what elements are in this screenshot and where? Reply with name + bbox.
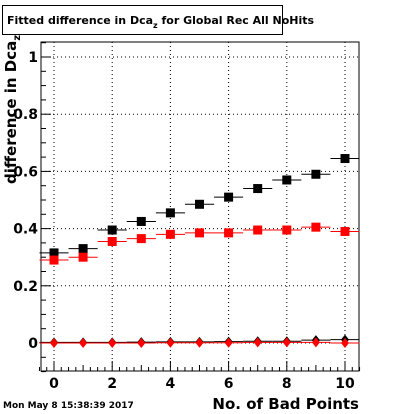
data-series — [39, 154, 360, 348]
data-point — [253, 337, 262, 348]
chart-title: Fitted difference in Dcaz for Global Rec… — [7, 14, 315, 30]
y-axis-label: difference in Dcaz — [2, 34, 23, 184]
x-tick-label: 10 — [335, 376, 355, 392]
x-tick-label: 8 — [282, 376, 292, 392]
data-point — [253, 225, 263, 235]
chart-title-main: Fitted difference in Dca — [7, 14, 154, 27]
x-tick-label: 6 — [224, 376, 234, 392]
data-point — [165, 208, 175, 218]
data-point — [166, 337, 175, 348]
data-point — [136, 216, 146, 226]
y-tick-label: 1 — [28, 50, 38, 66]
y-axis-label-subscript: z — [12, 34, 23, 41]
chart-title-subscript: z — [153, 21, 158, 30]
data-point — [137, 338, 146, 348]
data-point — [311, 222, 321, 232]
series-2 — [39, 222, 360, 265]
data-point — [50, 338, 58, 348]
y-tick-label: 0 — [28, 336, 38, 352]
data-point — [282, 225, 292, 235]
data-point — [224, 337, 233, 348]
data-point — [253, 184, 263, 194]
data-point — [79, 338, 88, 348]
data-point — [195, 228, 204, 238]
y-axis-label-main: difference in Dca — [2, 40, 20, 184]
data-point — [224, 228, 234, 238]
data-point — [165, 229, 175, 239]
x-tick-label: 0 — [49, 376, 59, 392]
data-point — [340, 226, 350, 236]
data-point — [311, 169, 321, 179]
x-tick-label: 2 — [107, 376, 117, 392]
data-point — [341, 338, 349, 348]
timestamp: Mon May 8 15:38:39 2017 — [3, 401, 134, 411]
chart-title-box: Fitted difference in Dcaz for Global Rec… — [2, 5, 314, 35]
x-axis-label: No. of Bad Points — [212, 395, 359, 413]
data-point — [195, 199, 204, 209]
data-point — [224, 192, 234, 202]
x-tick-label: 4 — [166, 376, 176, 392]
data-point — [78, 244, 88, 254]
chart-title-rest: for Global Rec All NoHits — [157, 14, 315, 27]
y-tick-label: 0.4 — [13, 222, 38, 238]
data-point — [108, 338, 117, 348]
data-point — [78, 252, 88, 262]
series-4 — [39, 337, 360, 348]
series-1 — [39, 154, 360, 258]
axis-ticks: 0 2 4 6 8 10 0 0.2 0.4 0.6 0.8 1 — [13, 42, 361, 392]
y-tick-label: 0.6 — [13, 164, 38, 180]
data-point — [340, 154, 350, 164]
data-point — [282, 175, 292, 185]
data-point — [311, 337, 320, 348]
y-tick-label: 0.8 — [13, 107, 38, 123]
data-point — [49, 248, 59, 258]
y-tick-label: 0.2 — [13, 279, 38, 295]
data-point — [107, 236, 117, 246]
data-point — [282, 337, 291, 348]
data-point — [49, 255, 59, 265]
data-point — [107, 225, 117, 235]
data-point — [195, 337, 204, 348]
data-point — [136, 234, 146, 244]
